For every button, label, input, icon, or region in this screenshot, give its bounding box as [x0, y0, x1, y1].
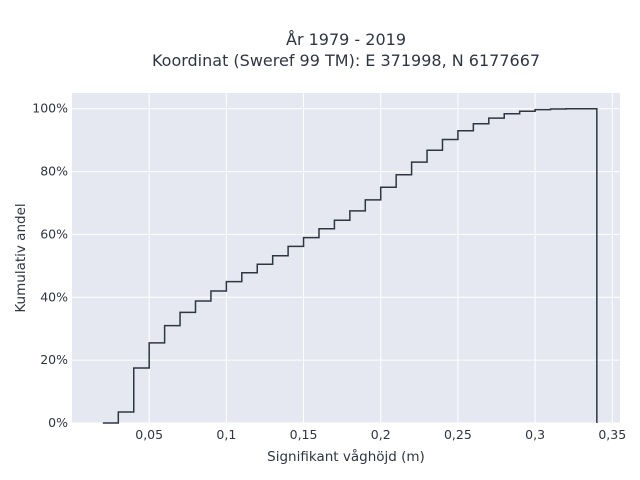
plot-area: [72, 93, 620, 423]
y-tick-label: 60%: [40, 226, 68, 241]
x-gridlines: [148, 93, 613, 423]
y-tick-label: 0%: [48, 415, 68, 430]
x-tick-label: 0,35: [598, 427, 626, 442]
y-tick-label: 100%: [32, 101, 68, 116]
y-tick-label: 80%: [40, 164, 68, 179]
x-tick-label: 0,2: [371, 427, 391, 442]
x-tick-label: 0,15: [290, 427, 318, 442]
y-tick-label: 40%: [40, 289, 68, 304]
x-axis-ticks: 0,05 0,1 0,15 0,2 0,25 0,3 0,35: [135, 427, 626, 442]
x-axis-label: Signifikant våghöjd (m): [267, 448, 425, 465]
chart-title-line1: År 1979 - 2019: [286, 30, 406, 49]
y-axis-label: Kumulativ andel: [13, 203, 29, 312]
x-tick-label: 0,3: [525, 427, 545, 442]
x-tick-label: 0,25: [444, 427, 472, 442]
y-gridlines: [72, 108, 620, 424]
x-tick-label: 0,1: [216, 427, 236, 442]
y-axis-ticks: 0% 20% 40% 60% 80% 100%: [32, 101, 68, 430]
y-tick-label: 20%: [40, 352, 68, 367]
cumulative-step-line: [102, 107, 598, 424]
series-layer: [102, 107, 598, 424]
x-tick-label: 0,05: [135, 427, 163, 442]
chart-title-line2: Koordinat (Sweref 99 TM): E 371998, N 61…: [152, 51, 540, 70]
